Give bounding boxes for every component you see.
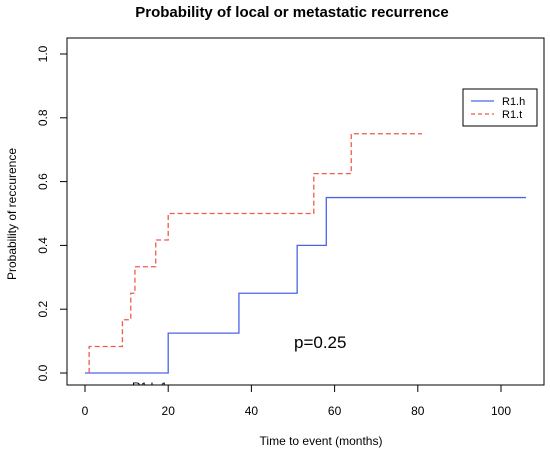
partially-hidden-label: R1.h.1 xyxy=(132,380,168,394)
y-tick-label: 0.4 xyxy=(36,237,50,254)
y-tick-label: 0.6 xyxy=(36,173,50,190)
y-axis: 0.0 0.2 0.4 0.6 0.8 1.0 xyxy=(36,45,68,381)
x-tick-label: 0 xyxy=(82,404,89,418)
x-tick-label: 100 xyxy=(491,404,511,418)
y-tick-label: 1.0 xyxy=(36,45,50,62)
legend-label-r1h: R1.h xyxy=(502,96,525,108)
y-tick-label: 0.2 xyxy=(36,301,50,318)
x-tick-label: 60 xyxy=(328,404,342,418)
series-line-r1h xyxy=(85,196,526,374)
legend-box xyxy=(462,88,538,127)
x-tick-label: 80 xyxy=(411,404,425,418)
chart-title: Probability of local or metastatic recur… xyxy=(135,4,448,21)
x-axis-label: Time to event (months) xyxy=(260,434,383,448)
y-tick-label: 0.0 xyxy=(36,364,50,381)
y-tick-label: 0.8 xyxy=(36,109,50,126)
x-axis: 0 20 40 60 80 100 xyxy=(82,384,511,418)
y-axis-label: Probability of reccurence xyxy=(5,148,19,280)
x-tick-label: 40 xyxy=(245,404,259,418)
p-value-annotation: p=0.25 xyxy=(294,333,346,352)
series-line-r1t xyxy=(88,133,422,373)
series-layer xyxy=(85,133,526,374)
x-tick-label: 20 xyxy=(162,404,176,418)
legend: R1.h R1.t xyxy=(462,88,538,127)
legend-label-r1t: R1.t xyxy=(502,109,522,121)
